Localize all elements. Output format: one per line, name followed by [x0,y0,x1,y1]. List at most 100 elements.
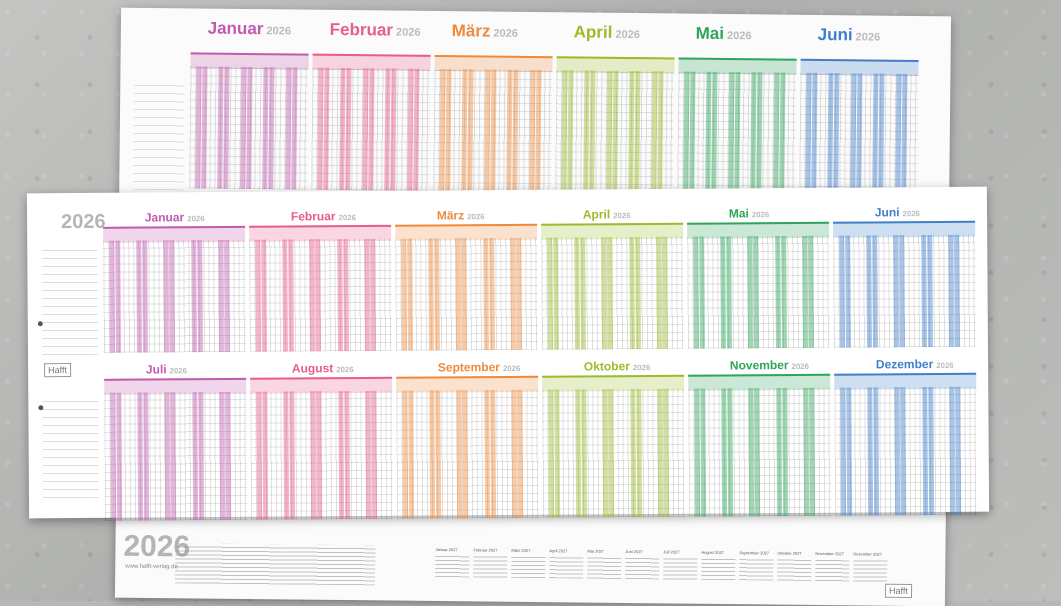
front-bottom-month-title: Dezember 2026 [876,357,954,371]
weekend-column [748,388,755,517]
weekend-column [747,236,754,349]
weekend-column [629,389,636,518]
month-name: Januar [144,210,185,225]
back-month-title: Mai 2026 [696,24,752,45]
weekend-column [283,391,290,520]
front-top-month-title: Juni 2026 [875,205,920,219]
weekend-column [336,239,343,352]
mini-month-grid [587,556,622,579]
weekend-column [170,392,177,521]
weekend-column [137,392,144,521]
front-bottom-month-title: September 2026 [438,360,520,374]
front-bottom-month-title: August 2026 [292,361,354,375]
month-name: Juli [145,362,167,377]
weekend-column [700,388,707,517]
mini-month-grid [663,557,698,580]
front-bottom-month-title: November 2026 [730,358,809,372]
weekend-column [402,390,409,519]
front-top-month-title: April 2026 [583,207,631,221]
weekend-column [780,236,787,349]
month-name: Februar [329,19,394,40]
front-top-month-title: Februar 2026 [291,209,356,223]
weekend-column [163,240,170,353]
mini-month-grid [473,555,508,578]
month-name: März [451,21,491,41]
weekend-column [628,237,635,350]
weekend-column [255,239,261,352]
weekend-column [462,390,469,519]
month-name: August [291,361,334,376]
weekend-column [342,239,349,352]
back-month-title: Juni 2026 [818,25,881,46]
front-top-month-title: Mai 2026 [729,206,769,220]
weekend-column [455,238,462,351]
weekend-column [483,390,490,519]
row-labels-bottom [42,397,100,499]
weekend-column [866,235,873,348]
weekend-column [225,391,231,520]
weekend-column [663,388,669,517]
weekend-column [309,239,316,352]
weekend-column [316,391,323,520]
weekend-column [872,235,879,348]
mini-month-label: August 2027 [701,549,724,556]
mini-month-label: Mai 2027 [587,548,604,554]
weekend-column [721,388,728,517]
weekend-column [435,390,442,519]
weekend-column [169,240,176,353]
weekend-column [774,236,781,349]
weekend-column [256,391,263,520]
mini-month-grid [511,555,546,579]
weekend-column [845,235,851,348]
weekend-column [110,392,117,521]
month-name: April [582,207,611,222]
mini-month-grid [777,558,812,581]
weekend-column [142,240,149,353]
month-year: 2026 [266,25,292,38]
weekend-column [196,240,203,353]
month-name: Mai [695,23,725,43]
weekend-column [926,235,933,348]
holiday-table [175,543,376,586]
weekend-column [554,389,561,518]
weekend-column [401,238,407,351]
mini-month-label: Februar 2027 [473,547,498,553]
weekend-column [224,239,230,352]
weekend-column [949,386,955,515]
front-bottom-month-title: Oktober 2026 [584,359,650,373]
weekend-column [190,240,197,353]
weekend-column [197,392,204,521]
front-brand-logo: Hafft [44,363,72,378]
month-year: 2026 [902,209,920,219]
weekend-column [840,387,847,516]
mini-month-label: Oktober 2027 [777,550,802,556]
mini-month-label: März 2027 [511,547,531,553]
mini-month-grid [435,554,470,578]
weekend-column [515,237,522,350]
month-year: 2026 [338,213,356,223]
weekend-column [408,390,415,519]
row-labels-top [41,242,99,356]
month-year: 2026 [169,366,187,376]
weekend-column [661,236,668,349]
punch-hole-bottom [38,405,44,411]
weekend-column [839,235,845,348]
mini-month-grid [625,556,660,580]
mini-month-label: Juli 2027 [663,549,680,555]
month-year: 2026 [493,27,519,40]
mini-month-label: Dezember 2027 [853,551,882,557]
month-year: 2026 [615,28,641,42]
mini-month-grid [815,558,850,582]
month-name: Januar [207,18,264,39]
weekend-column [456,390,463,519]
weekend-column [873,387,880,516]
month-year: 2026 [855,31,881,44]
weekend-column [781,388,788,517]
weekend-column [509,237,516,350]
weekend-column [428,238,435,351]
front-planner-sheet: 2026 Hafft Januar 2026 Februar 2026 März 2026… [26,186,990,521]
weekend-column [693,236,699,349]
weekend-column [482,238,489,351]
weekend-column [601,237,608,350]
front-top-month-title: Januar 2026 [145,210,205,224]
